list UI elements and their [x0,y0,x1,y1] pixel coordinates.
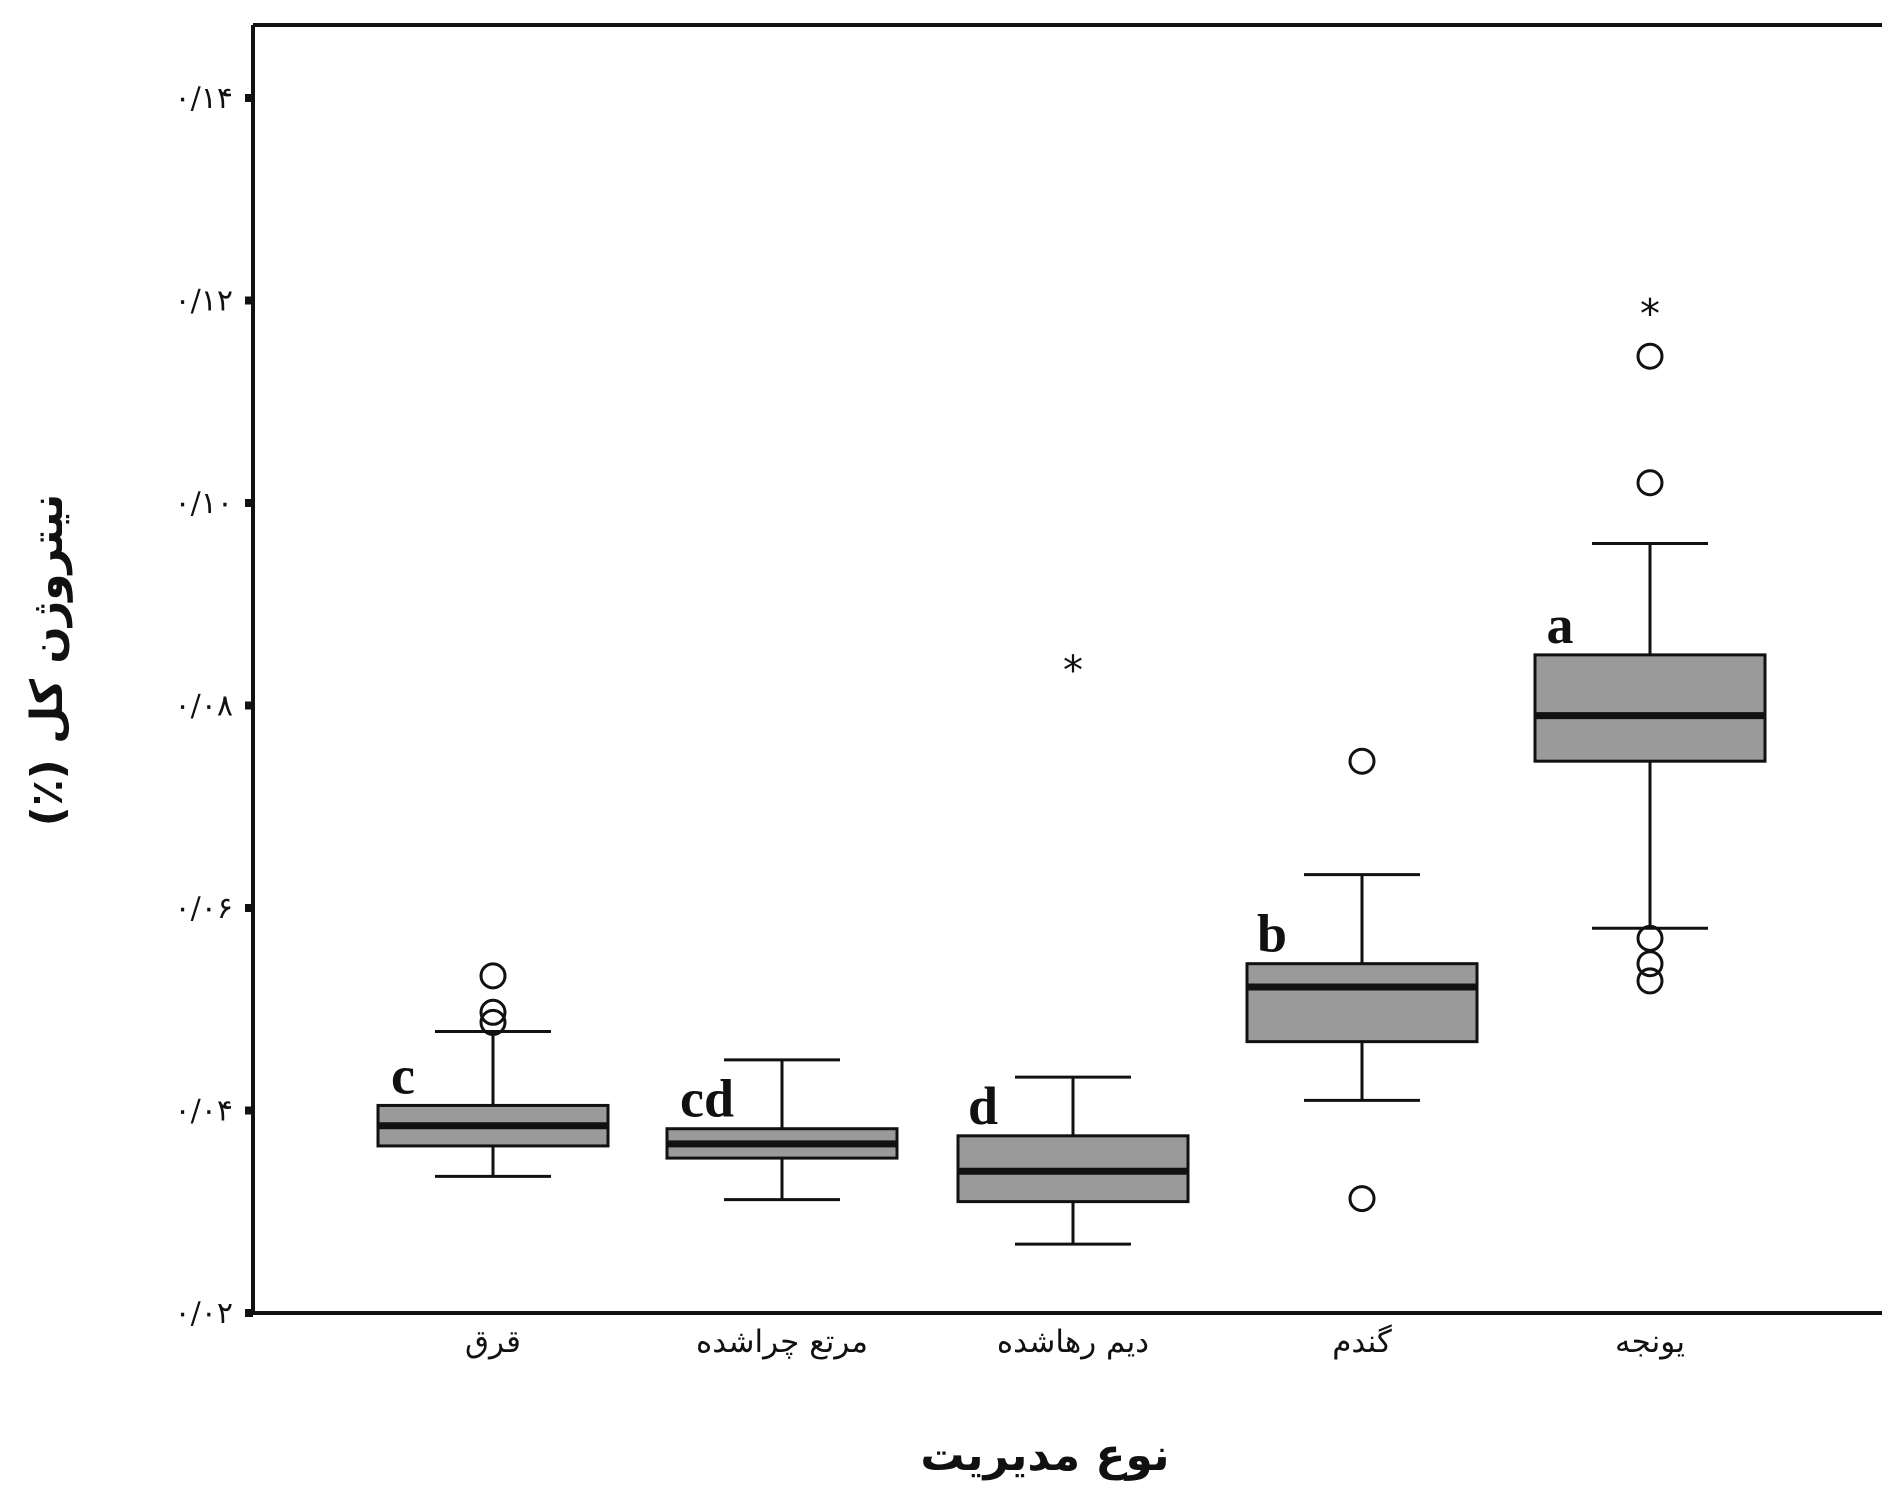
y-tick-label: ۰/۰۸ [175,689,233,724]
y-tick-mark [245,1107,253,1115]
outlier-point [1350,749,1374,773]
outlier-point [1638,952,1662,976]
outlier-point [1638,344,1662,368]
y-tick-mark [245,702,253,710]
box-series: c cd*db*a [378,292,1765,1245]
box-iqr [1535,655,1765,761]
y-tick-mark [245,1309,253,1317]
box-iqr [1247,964,1477,1042]
significance-letter: cd [680,1069,734,1129]
y-tick-mark [245,94,253,102]
box-group: cd [667,1060,897,1200]
y-tick-mark [245,297,253,305]
x-axis-title: نوع مدیریت [920,1430,1169,1481]
significance-letter: b [1257,904,1287,964]
y-tick-label: ۰/۰۲ [175,1296,233,1331]
outlier-point [481,964,505,988]
y-tick-label: ۰/۰۶ [175,891,233,926]
y-tick-label: ۰/۱۴ [175,81,233,116]
y-tick-label: ۰/۱۰ [175,486,233,521]
x-category-label: دیم رهاشده [997,1324,1149,1360]
extreme-point: * [1640,292,1660,338]
x-category-label: گندم [1332,1324,1392,1360]
x-category-label: قرق [465,1324,521,1360]
x-category-label: مرتع چراشده [696,1324,868,1360]
significance-letter: d [968,1076,998,1136]
y-tick-mark [245,499,253,507]
x-axis: قرق مرتع چراشده دیم رهاشده گندم یونجه [465,1324,1685,1360]
y-tick-label: ۰/۰۴ [175,1094,233,1129]
box-group: *d [958,648,1188,1244]
box-group: b [1247,749,1477,1210]
significance-letter: a [1547,595,1574,655]
y-tick-mark [245,904,253,912]
x-category-label: یونجه [1615,1324,1685,1360]
outlier-point [1350,1187,1374,1211]
y-tick-label: ۰/۱۲ [175,284,233,319]
y-axis: ۰/۰۲ ۰/۰۴ ۰/۰۶ ۰/۰۸ ۰/۱۰ ۰/۱۲ ۰/۱۴ [175,81,253,1331]
y-axis-title: نیتروژن کل (٪) [22,494,73,827]
extreme-point: * [1063,648,1083,694]
outlier-point [1638,471,1662,495]
box-group: c [378,964,608,1176]
box-group: *a [1535,292,1765,993]
significance-letter: c [391,1045,415,1105]
outlier-point [1638,926,1662,950]
